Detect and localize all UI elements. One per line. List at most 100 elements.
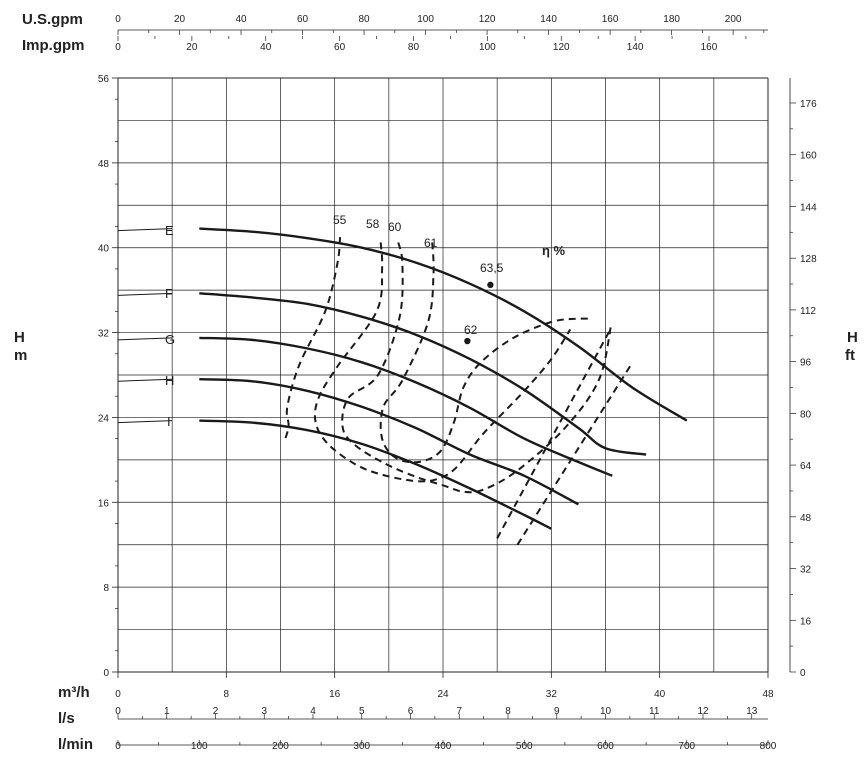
- curve-leader-f: [117, 292, 173, 296]
- us-gpm-tick-label: 160: [602, 14, 619, 25]
- head-ft-axis-label-h: H: [847, 329, 858, 346]
- efficiency-axis-label: η %: [542, 243, 566, 258]
- curve-label-f: F: [165, 286, 173, 301]
- efficiency-contour-61: [379, 242, 593, 464]
- ls-tick-label: 11: [649, 706, 660, 717]
- imp-gpm-axis-label: Imp.gpm: [22, 37, 85, 54]
- ls-tick-label: 3: [261, 706, 267, 717]
- lmin-tick-label: 200: [272, 741, 289, 752]
- us-gpm-tick-label: 20: [174, 14, 186, 25]
- curve-leader-g: [117, 337, 173, 341]
- head-ft-tick-label: 144: [800, 202, 817, 213]
- head-ft-tick-label: 96: [800, 358, 812, 369]
- us-gpm-axis-label: U.S.gpm: [22, 11, 83, 28]
- ls-tick-label: 5: [359, 706, 365, 717]
- head-ft-tick-label: 80: [800, 409, 812, 420]
- head-m-tick-label: 24: [98, 413, 110, 424]
- us-gpm-tick-label: 80: [358, 14, 370, 25]
- efficiency-label-58: 58: [366, 217, 380, 231]
- curve-leader-h: [117, 378, 173, 382]
- head-ft-axis-label-ft: ft: [845, 347, 855, 364]
- efficiency-label-55: 55: [333, 213, 347, 227]
- m3h-tick-label: 48: [762, 689, 774, 700]
- head-ft-tick-label: 64: [800, 461, 812, 472]
- efficiency-point-62: [464, 337, 471, 345]
- imp-gpm-tick-label: 0: [115, 42, 121, 53]
- curve-label-e: E: [165, 223, 174, 238]
- head-ft-tick-label: 16: [800, 616, 812, 627]
- efficiency-contours: [283, 236, 634, 546]
- head-m-tick-label: 40: [98, 244, 110, 255]
- imp-gpm-tick-label: 100: [479, 42, 496, 53]
- ls-axis-label: l/s: [58, 710, 75, 727]
- head-m-tick-label: 56: [98, 74, 110, 85]
- m3h-axis-label: m³/h: [58, 684, 90, 701]
- head-m-tick-label: 8: [103, 583, 109, 594]
- efficiency-label-61: 61: [424, 236, 438, 250]
- ls-tick-label: 4: [310, 706, 316, 717]
- lmin-axis-label: l/min: [58, 736, 93, 753]
- imp-gpm-tick-label: 40: [260, 42, 272, 53]
- m3h-tick-label: 40: [654, 689, 666, 700]
- head-ft-tick-label: 128: [800, 254, 817, 265]
- imp-gpm-tick-label: 120: [553, 42, 570, 53]
- axes: 0 8 16 24 32 40 480 1 2 3 4 5 6 7 8 9 10 11 12 130 100 200 300…: [98, 14, 817, 752]
- efficiency-contour-60: [341, 242, 612, 494]
- lmin-tick-label: 100: [191, 741, 208, 752]
- curve-leader-i: [117, 420, 173, 424]
- head-m-tick-label: 48: [98, 159, 110, 170]
- head-ft-tick-label: 0: [800, 668, 806, 679]
- ls-tick-label: 1: [164, 706, 170, 717]
- us-gpm-tick-label: 40: [235, 14, 247, 25]
- m3h-tick-label: 32: [546, 689, 558, 700]
- efficiency-contour-55: [283, 236, 342, 442]
- head-ft-tick-label: 48: [800, 513, 812, 524]
- head-ft-tick-label: 112: [800, 306, 816, 317]
- us-gpm-tick-label: 140: [540, 14, 557, 25]
- lmin-tick-label: 700: [678, 741, 695, 752]
- head-ft-tick-label: 32: [800, 565, 812, 576]
- lmin-tick-label: 600: [597, 741, 614, 752]
- pump-curve-i: [199, 419, 552, 530]
- head-m-tick-label: 0: [103, 668, 109, 679]
- lmin-tick-label: 800: [760, 741, 777, 752]
- imp-gpm-tick-label: 20: [186, 42, 198, 53]
- ls-tick-label: 6: [408, 706, 414, 717]
- m3h-tick-label: 16: [329, 689, 341, 700]
- imp-gpm-tick-label: 140: [627, 42, 644, 53]
- lmin-tick-label: 400: [435, 741, 452, 752]
- efficiency-diagonal: [496, 327, 612, 539]
- efficiency-point-63-5: [487, 281, 494, 289]
- ls-tick-label: 7: [456, 706, 462, 717]
- m3h-tick-label: 24: [437, 689, 449, 700]
- lmin-tick-label: 0: [115, 741, 121, 752]
- ls-tick-label: 9: [554, 706, 560, 717]
- m3h-tick-label: 0: [115, 689, 121, 700]
- imp-gpm-tick-label: 60: [334, 42, 346, 53]
- chart-grid: [117, 77, 769, 673]
- head-ft-tick-label: 160: [800, 151, 817, 162]
- curve-label-i: I: [167, 414, 171, 429]
- head-ft-tick-label: 176: [800, 99, 817, 110]
- efficiency-contour-58: [313, 242, 572, 483]
- head-m-axis-label-h: H: [14, 329, 25, 346]
- efficiency-label-62: 62: [464, 323, 478, 337]
- imp-gpm-tick-label: 160: [701, 42, 718, 53]
- curve-leader-e: [117, 228, 173, 232]
- ls-tick-label: 0: [115, 706, 121, 717]
- ls-tick-label: 13: [746, 706, 758, 717]
- curve-label-h: H: [165, 373, 174, 388]
- efficiency-diagonal: [516, 361, 634, 546]
- ls-tick-label: 10: [600, 706, 612, 717]
- pump-curve-e: [199, 227, 688, 422]
- head-m-tick-label: 16: [98, 498, 110, 509]
- ls-tick-label: 12: [697, 706, 709, 717]
- lmin-tick-label: 500: [516, 741, 533, 752]
- pump-curves: [117, 227, 688, 530]
- m3h-tick-label: 8: [224, 689, 230, 700]
- us-gpm-tick-label: 60: [297, 14, 309, 25]
- us-gpm-tick-label: 120: [479, 14, 496, 25]
- head-m-tick-label: 32: [98, 329, 110, 340]
- pump-curve-h: [199, 378, 579, 506]
